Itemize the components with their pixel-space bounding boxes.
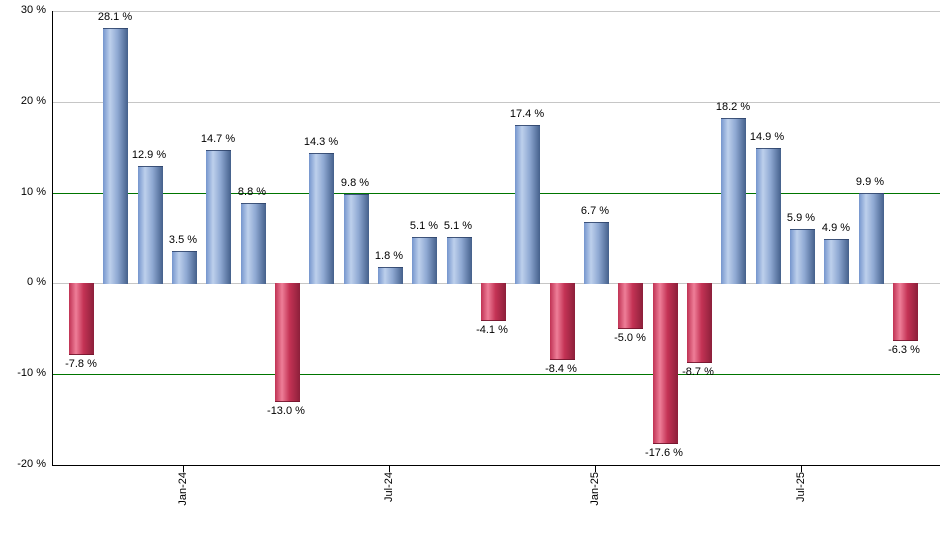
bar-value-label: 14.9 % [749, 131, 785, 143]
bar-value-label: 18.2 % [715, 101, 751, 113]
positive-bar [412, 237, 437, 284]
bar-value-label: -8.7 % [682, 366, 714, 378]
gridline [53, 11, 940, 12]
bar-value-label: 5.9 % [786, 212, 816, 224]
negative-bar [893, 283, 918, 341]
x-axis-tick-label: Jul-24 [383, 472, 395, 502]
bar-value-label: 28.1 % [97, 11, 133, 23]
bar-value-label: 1.8 % [374, 250, 404, 262]
negative-bar [69, 283, 94, 355]
bar-value-label: -5.0 % [614, 332, 646, 344]
x-axis-tick-mark [389, 466, 390, 472]
negative-bar [481, 283, 506, 321]
bar-value-label: 4.9 % [821, 222, 851, 234]
bar-value-label: -6.3 % [888, 344, 920, 356]
bar-value-label: 17.4 % [509, 108, 545, 120]
positive-bar [378, 267, 403, 284]
positive-bar [721, 118, 746, 284]
bar-value-label: 3.5 % [168, 234, 198, 246]
bar-value-label: 5.1 % [409, 220, 439, 232]
x-axis-tick-mark [595, 466, 596, 472]
positive-bar [859, 193, 884, 284]
negative-bar [653, 283, 678, 444]
bar-value-label: 14.3 % [303, 136, 339, 148]
negative-bar [550, 283, 575, 360]
y-axis-tick-label: 10 % [20, 186, 46, 198]
bar-value-label: -4.1 % [476, 324, 508, 336]
x-axis-tick-label: Jan-25 [589, 472, 601, 506]
y-axis-tick-label: 0 % [27, 276, 46, 288]
x-axis-tick-label: Jul-25 [795, 472, 807, 502]
positive-bar [172, 251, 197, 284]
bar-value-label: 8.8 % [237, 186, 267, 198]
bar-value-label: 9.9 % [855, 176, 885, 188]
highlight-gridline [53, 193, 940, 194]
y-axis-tick-label: -10 % [17, 367, 46, 379]
bar-value-label: -8.4 % [545, 363, 577, 375]
plot-area [52, 11, 940, 466]
highlight-gridline [53, 374, 940, 375]
positive-bar [309, 153, 334, 284]
bar-value-label: -13.0 % [267, 405, 305, 417]
bar-value-label: -17.6 % [645, 447, 683, 459]
positive-bar [584, 222, 609, 284]
y-axis-tick-label: 30 % [20, 4, 46, 16]
negative-bar [275, 283, 300, 402]
positive-bar [344, 194, 369, 284]
bar-value-label: 6.7 % [580, 205, 610, 217]
positive-bar [515, 125, 540, 284]
positive-bar [790, 229, 815, 284]
negative-bar [687, 283, 712, 363]
positive-bar [103, 28, 128, 284]
bar-value-label: 9.8 % [340, 177, 370, 189]
bar-value-label: -7.8 % [65, 358, 97, 370]
positive-bar [447, 237, 472, 284]
positive-bar [824, 239, 849, 284]
positive-bar [241, 203, 266, 284]
gridline [53, 102, 940, 103]
bar-value-label: 12.9 % [131, 149, 167, 161]
negative-bar [618, 283, 643, 329]
positive-bar [206, 150, 231, 284]
bar-value-label: 14.7 % [200, 133, 236, 145]
positive-bar [138, 166, 163, 284]
positive-bar [756, 148, 781, 284]
y-axis-tick-label: -20 % [17, 458, 46, 470]
x-axis-tick-mark [183, 466, 184, 472]
x-axis-tick-mark [801, 466, 802, 472]
bar-value-label: 5.1 % [443, 220, 473, 232]
y-axis-tick-label: 20 % [20, 95, 46, 107]
x-axis-tick-label: Jan-24 [177, 472, 189, 506]
